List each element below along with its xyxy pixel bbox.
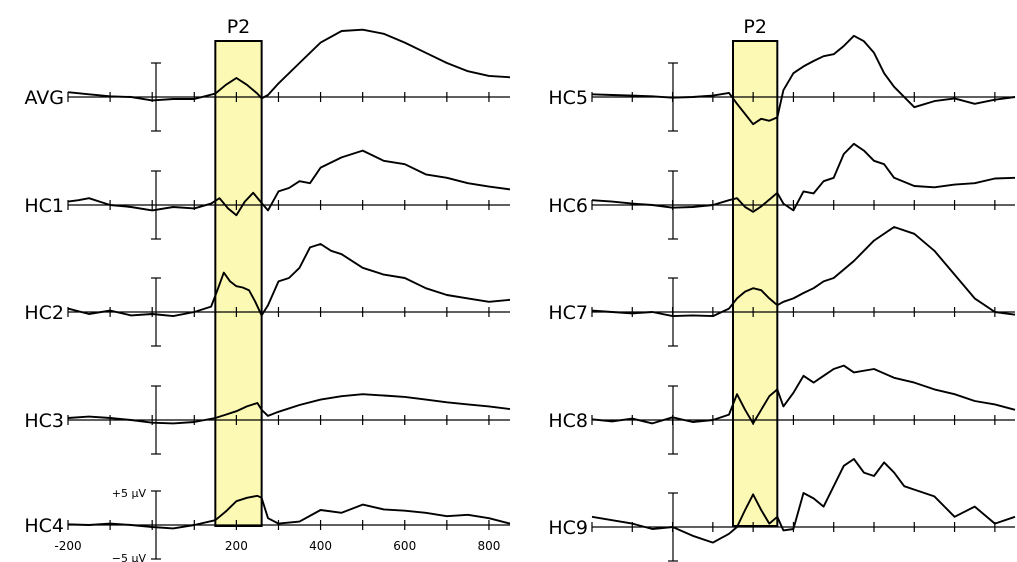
channel-label: HC4 [24,515,64,537]
panel-left: P2 AVG HC1 HC2 HC3 HC4 [24,16,511,560]
scale-label-negative: −5 µV [112,552,147,562]
channel-label: HC1 [24,195,64,217]
channel-label: AVG [24,87,64,109]
x-tick-label: -200 [54,539,81,553]
channel-hc6: HC6 [548,142,1016,240]
p2-window [732,40,779,527]
waveform-trace [67,149,511,217]
panel-right: P2 HC5 HC6 HC7 HC8 HC9 [548,16,1016,562]
channel-label: HC2 [24,302,64,324]
p2-window [214,40,263,527]
channel-label: HC8 [548,410,588,432]
waveform-trace [591,458,1016,544]
channel-label: HC7 [548,302,588,324]
waveform-trace [591,364,1016,425]
channel-hc8: HC8 [548,364,1016,455]
channel-label: HC3 [24,410,64,432]
channel-hc2: HC2 [24,243,511,347]
p2-window-label: P2 [743,16,767,38]
channel-hc1: HC1 [24,149,511,240]
channel-hc9: HC9 [548,458,1016,562]
channel-hc4: HC4 [24,490,511,560]
waveform-trace [67,393,511,425]
waveform-trace [67,243,511,318]
channel-hc7: HC7 [548,226,1016,347]
channel-hc3: HC3 [24,385,511,455]
waveform-trace [591,34,1016,126]
p2-window-label: P2 [227,16,251,38]
channel-label: HC5 [548,87,588,109]
scale-label-positive: +5 µV [112,487,147,500]
x-tick-label: 400 [309,539,332,553]
waveform-trace [591,142,1016,213]
x-tick-label: 200 [225,539,248,553]
channel-label: HC9 [548,517,588,539]
x-tick-label: 600 [393,539,416,553]
channel-avg: AVG [24,28,511,132]
waveform-trace [591,226,1016,318]
channel-hc5: HC5 [548,34,1016,132]
channel-label: HC6 [548,195,588,217]
waveform-trace [67,28,511,102]
waveform-trace [67,494,511,530]
x-tick-label: 800 [477,539,500,553]
